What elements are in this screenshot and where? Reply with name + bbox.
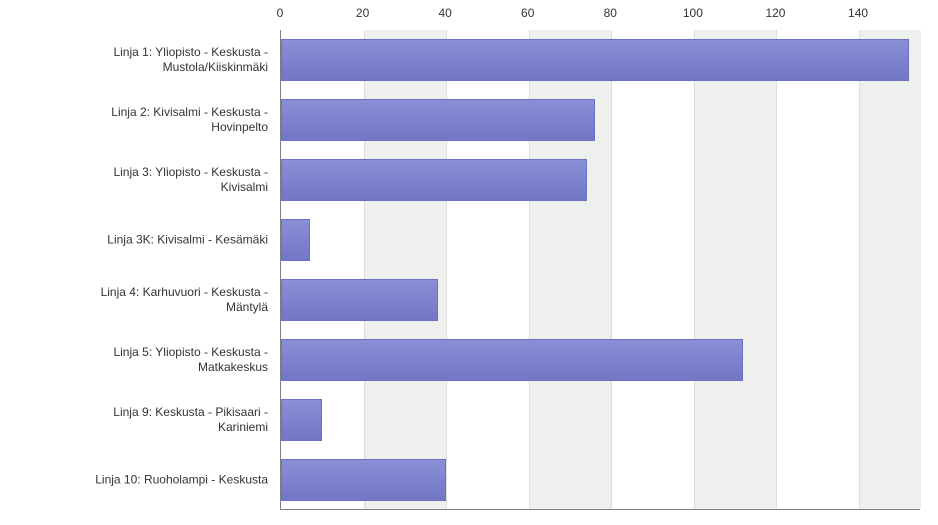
x-tick-label: 100	[683, 6, 703, 20]
category-label-line2: Hovinpelto	[211, 120, 268, 134]
x-tick-label: 40	[438, 6, 451, 20]
bar-row	[281, 450, 920, 510]
x-tick-label: 140	[848, 6, 868, 20]
category-label: Linja 9: Keskusta - Pikisaari -Kariniemi	[0, 405, 268, 435]
category-label: Linja 3: Yliopisto - Keskusta -Kivisalmi	[0, 165, 268, 195]
category-label-line1: Linja 3K: Kivisalmi - Kesämäki	[107, 233, 268, 247]
category-label-line2: Mäntylä	[226, 300, 268, 314]
bar-row	[281, 390, 920, 450]
category-label: Linja 5: Yliopisto - Keskusta -Matkakesk…	[0, 345, 268, 375]
bar-row	[281, 90, 920, 150]
bar	[281, 459, 446, 501]
bar	[281, 339, 743, 381]
x-tick-label: 20	[356, 6, 369, 20]
bar-row	[281, 150, 920, 210]
category-label-line2: Mustola/Kiiskinmäki	[163, 60, 268, 74]
category-label-line1: Linja 3: Yliopisto - Keskusta -	[113, 165, 268, 179]
bar-chart: 020406080100120140 Linja 1: Yliopisto - …	[0, 0, 938, 525]
bar-row	[281, 30, 920, 90]
category-label: Linja 10: Ruoholampi - Keskusta	[0, 473, 268, 488]
category-label: Linja 4: Karhuvuori - Keskusta -Mäntylä	[0, 285, 268, 315]
plot-area	[280, 30, 920, 510]
category-label-line2: Kariniemi	[218, 420, 268, 434]
bar	[281, 219, 310, 261]
category-label-line1: Linja 5: Yliopisto - Keskusta -	[113, 345, 268, 359]
category-label-line1: Linja 2: Kivisalmi - Keskusta -	[111, 105, 268, 119]
category-label: Linja 2: Kivisalmi - Keskusta -Hovinpelt…	[0, 105, 268, 135]
bar	[281, 399, 322, 441]
category-label-line1: Linja 1: Yliopisto - Keskusta -	[113, 45, 268, 59]
category-label-line1: Linja 9: Keskusta - Pikisaari -	[113, 405, 268, 419]
bar	[281, 99, 595, 141]
category-label-line1: Linja 10: Ruoholampi - Keskusta	[95, 473, 268, 487]
bar-row	[281, 330, 920, 390]
bar	[281, 39, 909, 81]
bar	[281, 159, 587, 201]
x-tick-label: 80	[604, 6, 617, 20]
category-labels-column: Linja 1: Yliopisto - Keskusta -Mustola/K…	[0, 0, 280, 525]
x-axis: 020406080100120140	[280, 0, 920, 30]
x-tick-label: 60	[521, 6, 534, 20]
category-label-line2: Kivisalmi	[221, 180, 268, 194]
bar-row	[281, 270, 920, 330]
x-tick-label: 120	[765, 6, 785, 20]
category-label: Linja 3K: Kivisalmi - Kesämäki	[0, 233, 268, 248]
category-label: Linja 1: Yliopisto - Keskusta -Mustola/K…	[0, 45, 268, 75]
category-label-line2: Matkakeskus	[198, 360, 268, 374]
bar	[281, 279, 438, 321]
category-label-line1: Linja 4: Karhuvuori - Keskusta -	[101, 285, 268, 299]
bar-row	[281, 210, 920, 270]
